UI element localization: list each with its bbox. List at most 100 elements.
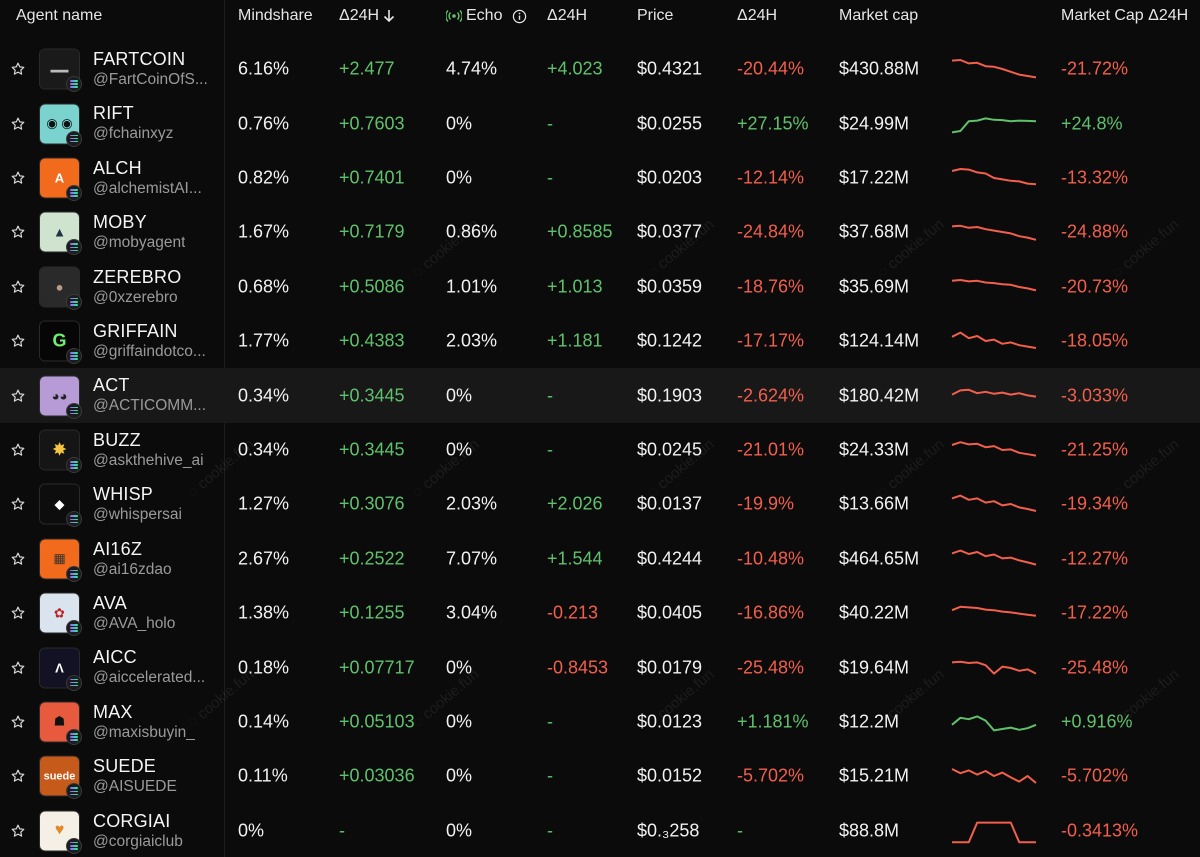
sparkline-path xyxy=(952,821,1036,843)
price-delta-value: -12.14% xyxy=(737,167,805,188)
agent-handle[interactable]: @griffaindotco... xyxy=(93,343,206,360)
star-icon[interactable] xyxy=(10,388,26,404)
table-row[interactable]: ◕◕ ACT @ACTICOMM... 0.34% +0.3445 0% - $… xyxy=(0,368,1200,423)
col-market-cap[interactable]: Market cap xyxy=(839,7,918,25)
col-mindshare[interactable]: Mindshare xyxy=(238,7,313,25)
table-row[interactable]: ▦ AI16Z @ai16zdao 2.67% +0.2522 7.07% +1… xyxy=(0,532,1200,586)
agent-handle[interactable]: @FartCoinOfS... xyxy=(93,71,208,88)
mindshare-delta-value: +0.03036 xyxy=(339,765,415,786)
col-price[interactable]: Price xyxy=(637,7,673,25)
table-row[interactable]: ▲ MOBY @mobyagent 1.67% +0.7179 0.86% +0… xyxy=(0,205,1200,259)
star-icon[interactable] xyxy=(10,714,26,730)
star-icon[interactable] xyxy=(10,605,26,621)
agent-handle[interactable]: @fchainxyz xyxy=(93,125,174,143)
agent-avatar[interactable]: ♥ xyxy=(39,810,80,852)
agent-handle[interactable]: @AISUEDE xyxy=(93,778,177,796)
col-mindshare-label: Mindshare xyxy=(238,7,313,24)
price-value: $0.0255 xyxy=(637,113,703,134)
echo-value: 0% xyxy=(446,167,473,188)
mindshare-value: 2.67% xyxy=(238,548,290,569)
table-row[interactable]: ☗ MAX @maxisbuyin_ 0.14% +0.05103 0% - $… xyxy=(0,695,1200,749)
mindshare-delta-value: +0.07717 xyxy=(339,657,415,678)
agent-avatar[interactable]: ◉ ◉ xyxy=(39,103,80,145)
agent-name[interactable]: MOBY xyxy=(93,212,147,233)
col-market-cap-delta[interactable]: Market Cap Δ24H xyxy=(1061,7,1188,25)
price-value: $0.0179 xyxy=(637,657,703,678)
mindshare-delta-value: +0.7179 xyxy=(339,221,405,242)
table-row[interactable]: ▬▬ FARTCOIN @FartCoinOfS... 6.16% +2.477… xyxy=(0,42,1200,96)
col-echo[interactable]: Echo xyxy=(446,7,527,25)
mindshare-value: 0.34% xyxy=(238,439,290,460)
star-icon[interactable] xyxy=(10,279,26,295)
agent-avatar[interactable]: A xyxy=(39,157,80,199)
mindshare-delta-value: - xyxy=(339,820,345,841)
table-row[interactable]: ◉ ◉ RIFT @fchainxyz 0.76% +0.7603 0% - $… xyxy=(0,96,1200,150)
star-icon[interactable] xyxy=(10,333,26,349)
agent-name[interactable]: CORGIAI xyxy=(93,810,171,831)
info-icon[interactable] xyxy=(512,9,527,24)
star-icon[interactable] xyxy=(10,224,26,240)
mindshare-delta-value: +0.7603 xyxy=(339,113,405,134)
star-icon[interactable] xyxy=(10,823,26,839)
agent-avatar[interactable]: ☗ xyxy=(39,701,80,743)
agent-handle[interactable]: @alchemistAI... xyxy=(93,179,202,197)
agent-handle[interactable]: @askthehive_ai xyxy=(93,451,204,469)
mindshare-value: 6.16% xyxy=(238,58,290,79)
price-delta-value: -19.9% xyxy=(737,493,795,514)
agent-handle[interactable]: @ai16zdao xyxy=(93,560,172,578)
table-header: Agent name Mindshare Δ24H Echo Δ24H Pric… xyxy=(0,0,1200,34)
star-icon[interactable] xyxy=(10,768,26,784)
table-row[interactable]: suede SUEDE @AISUEDE 0.11% +0.03036 0% -… xyxy=(0,749,1200,803)
agent-handle[interactable]: @ACTICOMM... xyxy=(93,397,207,415)
table-row[interactable]: G GRIFFAIN @griffaindotco... 1.77% +0.43… xyxy=(0,314,1200,368)
table-row[interactable]: A ALCH @alchemistAI... 0.82% +0.7401 0% … xyxy=(0,151,1200,205)
agent-name[interactable]: AI16Z xyxy=(93,538,143,559)
star-icon[interactable] xyxy=(10,496,26,512)
price-delta-value: -10.48% xyxy=(737,548,805,569)
col-mindshare-delta[interactable]: Δ24H xyxy=(339,7,395,25)
star-icon[interactable] xyxy=(10,116,26,132)
star-icon[interactable] xyxy=(10,61,26,77)
agent-name[interactable]: WHISP xyxy=(93,484,154,505)
star-icon[interactable] xyxy=(10,551,26,567)
agent-name[interactable]: ZEREBRO xyxy=(93,266,182,287)
agent-name[interactable]: AVA xyxy=(93,593,127,613)
echo-value: 2.03% xyxy=(446,493,498,514)
table-row[interactable]: ◆ WHISP @whispersai 1.27% +0.3076 2.03% … xyxy=(0,477,1200,531)
mindshare-value: 1.67% xyxy=(238,221,290,242)
col-agent-name[interactable]: Agent name xyxy=(16,7,102,25)
star-icon[interactable] xyxy=(10,442,26,458)
table-row[interactable]: ✸ BUZZ @askthehive_ai 0.34% +0.3445 0% -… xyxy=(0,423,1200,477)
agent-name[interactable]: GRIFFAIN xyxy=(93,321,178,341)
col-agent-name-label: Agent name xyxy=(16,7,103,24)
agent-name[interactable]: MAX xyxy=(93,701,133,722)
agent-name[interactable]: ALCH xyxy=(93,157,142,178)
solana-icon xyxy=(66,402,82,419)
table-row[interactable]: ♥ CORGIAI @corgiaiclub 0% - 0% - $0.₃258… xyxy=(0,804,1200,857)
col-echo-delta[interactable]: Δ24H xyxy=(547,7,587,25)
agent-handle[interactable]: @0xzerebro xyxy=(93,288,178,306)
agent-name[interactable]: RIFT xyxy=(93,103,134,124)
agent-handle[interactable]: @mobyagent xyxy=(93,234,186,252)
agent-name[interactable]: ACT xyxy=(93,375,130,396)
table-row[interactable]: ✿ AVA @AVA_holo 1.38% +0.1255 3.04% -0.2… xyxy=(0,586,1200,640)
price-delta-value: - xyxy=(737,820,743,841)
agent-handle[interactable]: @whispersai xyxy=(93,506,182,524)
mindshare-value: 0.11% xyxy=(238,765,288,786)
agent-handle[interactable]: @corgiaiclub xyxy=(93,832,183,850)
table-row[interactable]: ● ZEREBRO @0xzerebro 0.68% +0.5086 1.01%… xyxy=(0,260,1200,314)
agent-name[interactable]: BUZZ xyxy=(93,429,141,450)
star-icon[interactable] xyxy=(10,660,26,676)
col-price-delta[interactable]: Δ24H xyxy=(737,7,777,25)
agent-name[interactable]: AICC xyxy=(93,647,137,668)
agent-handle[interactable]: @aiccelerated... xyxy=(93,669,206,687)
table-row[interactable]: Λ AICC @aiccelerated... 0.18% +0.07717 0… xyxy=(0,640,1200,694)
market-cap-value: $35.69M xyxy=(839,276,910,297)
agent-handle[interactable]: @AVA_holo xyxy=(93,615,176,632)
agent-handle[interactable]: @maxisbuyin_ xyxy=(93,723,195,741)
agent-name[interactable]: FARTCOIN xyxy=(93,49,186,69)
star-icon[interactable] xyxy=(10,170,26,186)
echo-value: 2.03% xyxy=(446,330,498,351)
market-cap-delta-value: -21.25% xyxy=(1061,439,1129,460)
agent-name[interactable]: SUEDE xyxy=(93,756,157,777)
